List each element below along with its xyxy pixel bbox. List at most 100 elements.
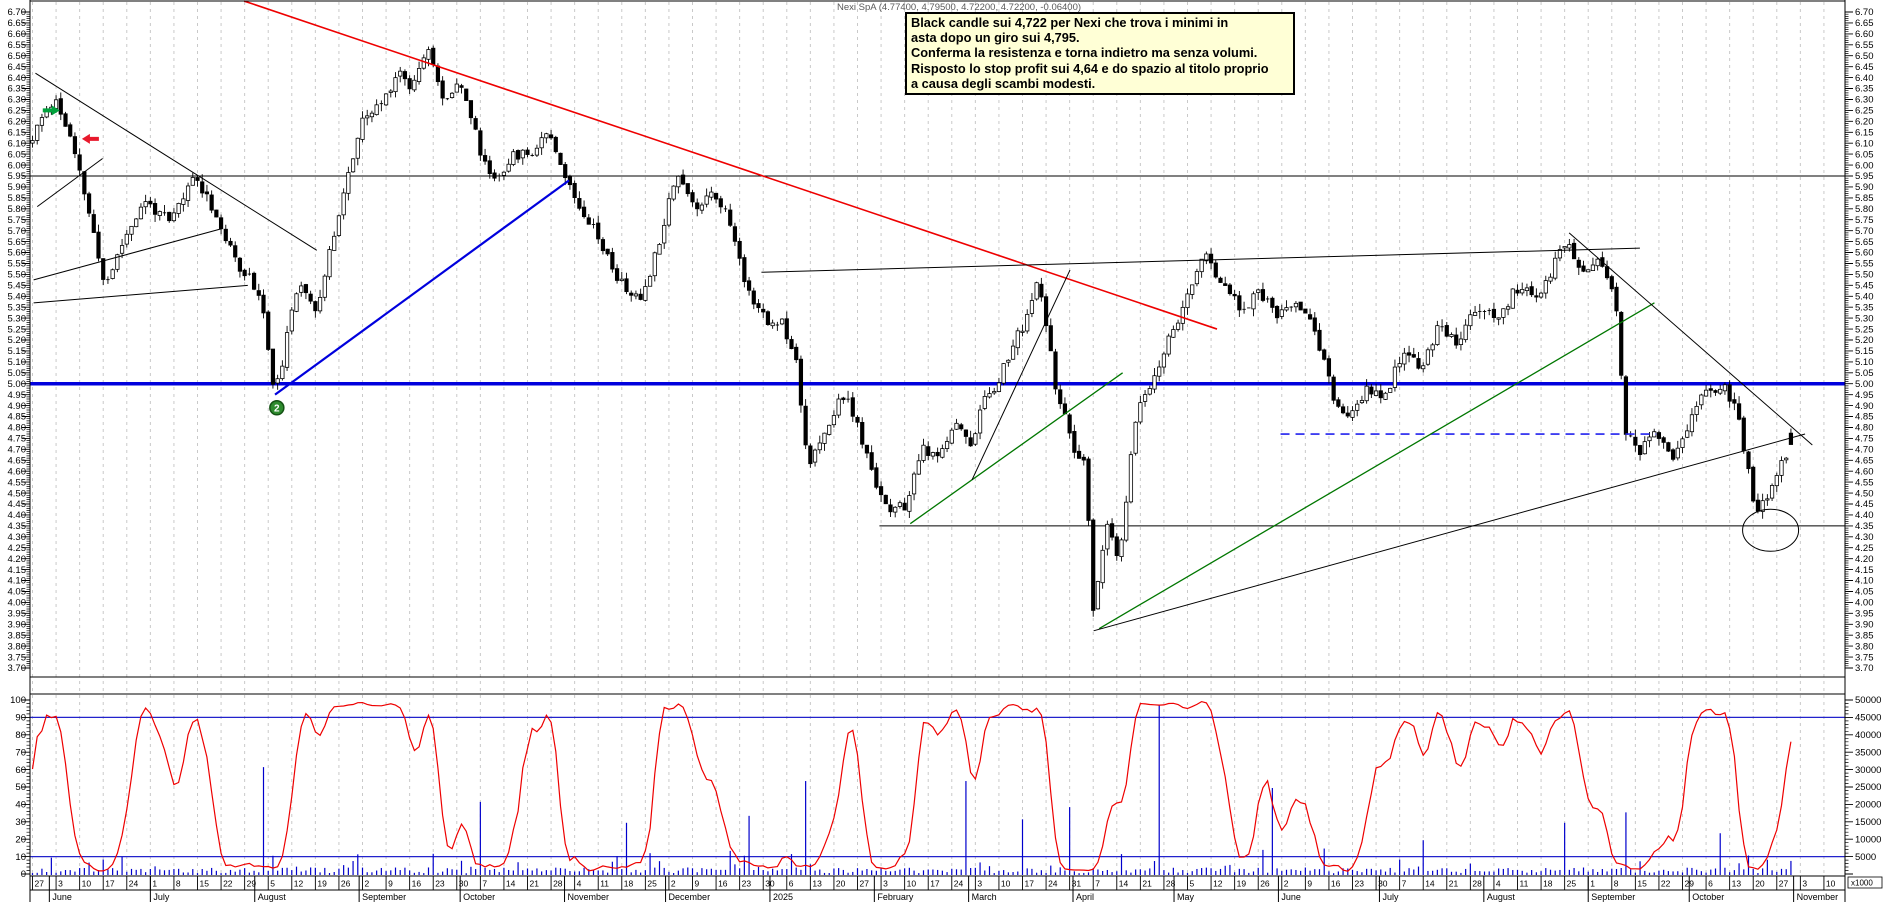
svg-text:3: 3 [977, 879, 982, 889]
svg-text:February: February [877, 892, 914, 902]
panel-borders [29, 0, 1846, 902]
svg-text:5.25: 5.25 [1855, 324, 1874, 335]
svg-text:14: 14 [506, 879, 516, 889]
svg-text:4.05: 4.05 [8, 587, 27, 598]
markers[interactable]: 2 [42, 105, 1800, 552]
svg-text:5.20: 5.20 [8, 335, 27, 346]
svg-text:4.00: 4.00 [1855, 598, 1874, 609]
svg-text:18: 18 [624, 879, 634, 889]
instrument-title: Nexi SpA (4.77400, 4.79500, 4.72200, 4.7… [837, 2, 1082, 13]
svg-text:14: 14 [1119, 879, 1129, 889]
svg-text:4.00: 4.00 [8, 598, 27, 609]
svg-text:100: 100 [10, 695, 26, 706]
svg-text:4.55: 4.55 [8, 477, 27, 488]
svg-text:28: 28 [1472, 879, 1482, 889]
svg-text:5.50: 5.50 [1855, 270, 1874, 281]
red-downtrend [243, 0, 1218, 330]
svg-text:30: 30 [459, 879, 469, 889]
svg-text:4.45: 4.45 [1855, 499, 1874, 510]
svg-text:20: 20 [1755, 879, 1765, 889]
svg-text:5.85: 5.85 [8, 193, 27, 204]
svg-text:4.40: 4.40 [8, 510, 27, 521]
svg-text:6.10: 6.10 [1855, 138, 1874, 149]
svg-text:60: 60 [15, 765, 26, 776]
svg-text:6.20: 6.20 [8, 117, 27, 128]
svg-text:3.85: 3.85 [8, 630, 27, 641]
svg-text:4.80: 4.80 [8, 423, 27, 434]
svg-text:9: 9 [695, 879, 700, 889]
svg-text:16: 16 [718, 879, 728, 889]
svg-text:16: 16 [412, 879, 422, 889]
svg-text:22: 22 [1661, 879, 1671, 889]
left-flat-line [33, 284, 248, 304]
svg-text:4.75: 4.75 [1855, 434, 1874, 445]
svg-text:4.50: 4.50 [8, 488, 27, 499]
svg-text:2025: 2025 [773, 892, 793, 902]
svg-text:5.70: 5.70 [1855, 226, 1874, 237]
trendlines[interactable] [33, 0, 1813, 632]
svg-text:5.75: 5.75 [1855, 215, 1874, 226]
svg-text:4.70: 4.70 [1855, 445, 1874, 456]
svg-text:6.50: 6.50 [1855, 51, 1874, 62]
svg-text:3.85: 3.85 [1855, 630, 1874, 641]
wedge-up-short [36, 158, 103, 208]
svg-text:4.20: 4.20 [8, 554, 27, 565]
svg-text:6.50: 6.50 [8, 51, 27, 62]
svg-text:5.55: 5.55 [8, 259, 27, 270]
svg-text:6.00: 6.00 [8, 160, 27, 171]
left-rising-line [33, 227, 223, 281]
horizontal-lines[interactable] [30, 175, 1845, 527]
svg-text:6.60: 6.60 [8, 29, 27, 40]
svg-text:July: July [1382, 892, 1399, 902]
volume-unit-box [1847, 876, 1883, 889]
volume-bars [31, 704, 1792, 875]
svg-text:4.15: 4.15 [8, 565, 27, 576]
svg-text:45000: 45000 [1855, 713, 1881, 724]
svg-text:5.40: 5.40 [8, 292, 27, 303]
svg-text:5.00: 5.00 [1855, 379, 1874, 390]
svg-text:2: 2 [1284, 879, 1289, 889]
svg-text:3.90: 3.90 [1855, 620, 1874, 631]
svg-text:September: September [1591, 892, 1635, 902]
svg-text:23: 23 [1355, 879, 1365, 889]
svg-text:5.35: 5.35 [1855, 302, 1874, 313]
svg-text:25: 25 [1567, 879, 1577, 889]
annotation-note[interactable]: Black candle sui 4,722 per Nexi che trov… [905, 12, 1295, 96]
svg-text:6.45: 6.45 [8, 62, 27, 73]
svg-text:27: 27 [35, 879, 45, 889]
svg-text:40: 40 [15, 800, 26, 811]
circle-marker-label: 2 [274, 403, 280, 414]
svg-text:21: 21 [1449, 879, 1459, 889]
svg-text:5.90: 5.90 [1855, 182, 1874, 193]
svg-text:4.15: 4.15 [1855, 565, 1874, 576]
svg-text:August: August [1487, 892, 1516, 902]
oscillator-axis: 0 10 20 30 40 50 60 70 80 90 100 5000 10000 15000 2000… [10, 695, 1883, 889]
svg-text:25: 25 [647, 879, 657, 889]
svg-text:3.95: 3.95 [8, 609, 27, 620]
svg-text:November: November [568, 892, 610, 902]
svg-text:1: 1 [152, 879, 157, 889]
svg-text:April: April [1076, 892, 1094, 902]
svg-text:4.65: 4.65 [8, 456, 27, 467]
svg-text:9: 9 [388, 879, 393, 889]
annotation-line: a causa degli scambi modesti. [911, 75, 1096, 91]
svg-text:October: October [463, 892, 495, 902]
svg-text:28: 28 [553, 879, 563, 889]
annotation-line: asta dopo un giro sui 4,795. [911, 30, 1080, 46]
svg-text:5.85: 5.85 [1855, 193, 1874, 204]
svg-text:4.80: 4.80 [1855, 423, 1874, 434]
svg-text:6.20: 6.20 [1855, 117, 1874, 128]
svg-text:17: 17 [105, 879, 115, 889]
wedge-down-line [35, 72, 318, 251]
svg-text:6.25: 6.25 [8, 106, 27, 117]
svg-text:4: 4 [1496, 879, 1501, 889]
svg-text:9: 9 [1307, 879, 1312, 889]
svg-text:6.70: 6.70 [8, 7, 27, 18]
svg-text:26: 26 [341, 879, 351, 889]
black-rising-support [1093, 433, 1806, 632]
svg-text:November: November [1797, 892, 1839, 902]
svg-text:4.60: 4.60 [1855, 466, 1874, 477]
red-left-arrow-marker [81, 133, 99, 144]
svg-text:6.55: 6.55 [8, 40, 27, 51]
